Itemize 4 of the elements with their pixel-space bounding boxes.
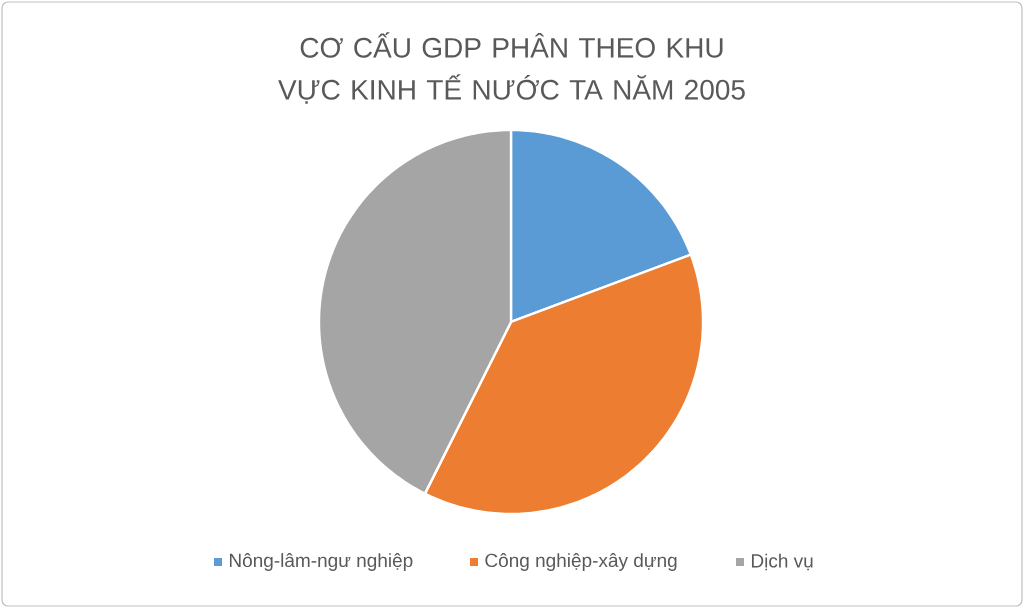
legend-label: Nông-lâm-ngư nghiệp <box>229 553 413 571</box>
chart-title: CƠ CẤU GDP PHÂN THEO KHU VỰC KINH TẾ NƯỚC TA NĂM 2005 <box>278 32 745 104</box>
legend-label: Dịch vụ <box>751 553 813 571</box>
legend-label: Công nghiệp-xây dựng <box>485 553 677 571</box>
